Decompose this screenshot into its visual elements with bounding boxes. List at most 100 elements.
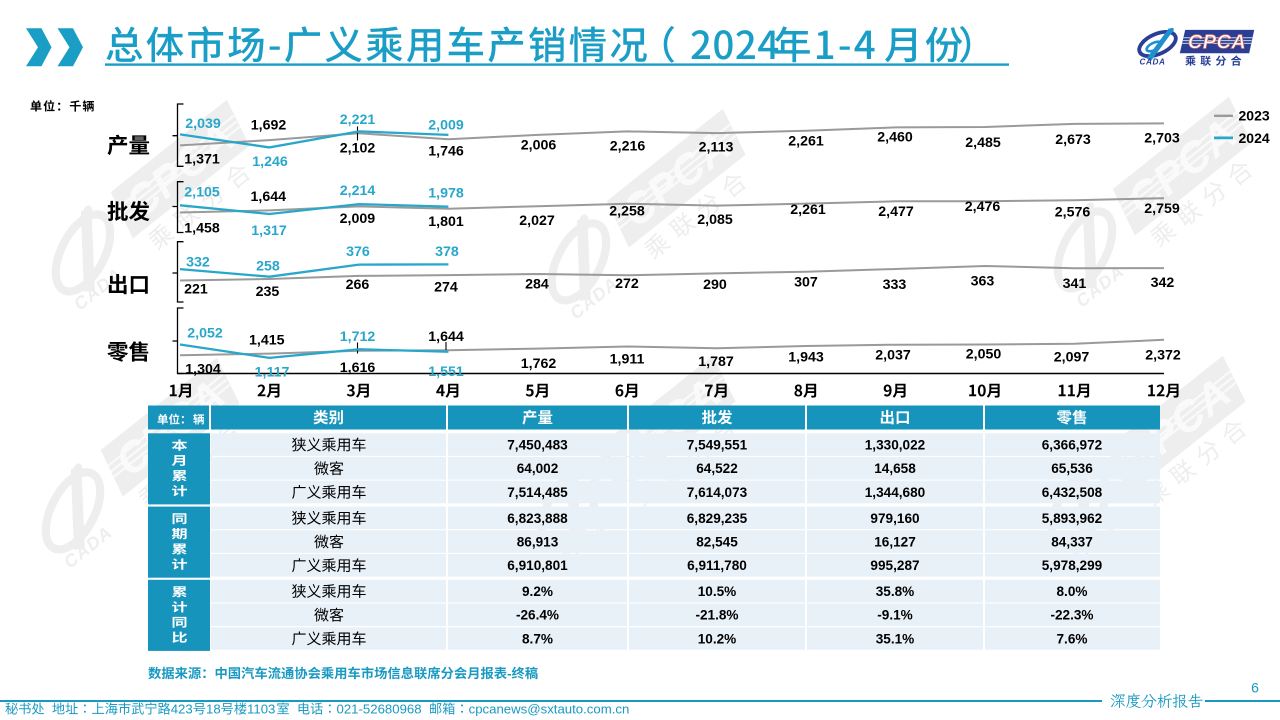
svg-text:378: 378 [435,244,459,260]
svg-text:995,287: 995,287 [870,558,919,573]
svg-text:CADA: CADA [1140,57,1166,66]
svg-text:2,476: 2,476 [965,199,1001,215]
svg-text:266: 266 [346,277,370,293]
svg-text:86,913: 86,913 [517,535,559,550]
svg-text:1,692: 1,692 [251,118,287,134]
svg-text:7,549,551: 7,549,551 [687,438,748,453]
svg-text:2,037: 2,037 [875,348,911,364]
svg-text:1,787: 1,787 [698,354,734,370]
svg-text:-21.8%: -21.8% [695,608,738,623]
svg-text:-: - [507,666,511,681]
svg-text:1,317: 1,317 [251,223,287,239]
svg-text:2,221: 2,221 [340,112,376,128]
svg-text:6: 6 [1251,680,1259,696]
svg-text:1,344,680: 1,344,680 [865,485,925,500]
svg-text:332: 332 [186,255,210,271]
svg-text:1,801: 1,801 [428,214,464,230]
svg-text:16,127: 16,127 [874,535,916,550]
svg-text:7.6%: 7.6% [1057,631,1088,646]
svg-text:2024: 2024 [1239,130,1270,146]
svg-text:363: 363 [971,274,995,290]
svg-text:2,460: 2,460 [877,130,913,146]
svg-text:2,372: 2,372 [1145,348,1181,364]
svg-text:221: 221 [184,282,208,298]
svg-text:307: 307 [794,275,818,291]
svg-text:7,450,483: 7,450,483 [507,438,568,453]
svg-text:2023: 2023 [1239,108,1270,124]
svg-text:64,522: 64,522 [696,461,738,476]
svg-text:cpcanews@sxtauto.com.cn: cpcanews@sxtauto.com.cn [469,702,630,717]
svg-text:1,978: 1,978 [428,186,464,202]
svg-text:65,536: 65,536 [1051,461,1093,476]
svg-text:2,576: 2,576 [1055,205,1091,221]
svg-text:9.2%: 9.2% [522,584,553,599]
svg-text:6,823,888: 6,823,888 [507,511,568,526]
svg-text:-26.4%: -26.4% [516,608,559,623]
svg-text:8.7%: 8.7% [522,631,553,646]
svg-text:1,117: 1,117 [255,365,290,381]
svg-text:18: 18 [206,702,221,717]
svg-text:235: 235 [256,284,280,300]
svg-text:1,330,022: 1,330,022 [865,438,926,453]
svg-text:1,304: 1,304 [185,362,221,378]
svg-text:1,644: 1,644 [428,329,464,345]
svg-text:7,614,073: 7,614,073 [687,485,748,500]
svg-text:2,703: 2,703 [1144,131,1180,147]
svg-text:2,485: 2,485 [965,135,1001,151]
svg-text:1,551: 1,551 [428,364,464,380]
svg-text:1103: 1103 [247,702,275,717]
svg-text:6,911,780: 6,911,780 [687,558,747,573]
svg-text:5,893,962: 5,893,962 [1042,511,1103,526]
svg-text:CPCA: CPCA [1188,32,1246,54]
svg-text:6,910,801: 6,910,801 [507,558,568,573]
svg-text:284: 284 [525,277,549,293]
svg-text:1,644: 1,644 [251,189,287,205]
svg-text:6,829,235: 6,829,235 [687,511,748,526]
svg-text:2,258: 2,258 [609,204,645,220]
svg-text:2,477: 2,477 [878,204,914,220]
svg-text:-22.3%: -22.3% [1050,608,1093,623]
svg-text:2,214: 2,214 [340,183,376,199]
svg-text:1,458: 1,458 [184,221,220,237]
svg-text:2,113: 2,113 [699,140,734,156]
svg-text:2,759: 2,759 [1144,201,1180,217]
svg-text:2,216: 2,216 [610,139,646,155]
svg-text:82,545: 82,545 [696,535,738,550]
svg-text:6,432,508: 6,432,508 [1042,485,1103,500]
svg-text:1,371: 1,371 [184,152,220,168]
svg-text:10.2%: 10.2% [698,631,737,646]
svg-text:64,002: 64,002 [517,461,559,476]
svg-text:1,746: 1,746 [428,144,464,160]
svg-text:-9.1%: -9.1% [877,608,913,623]
svg-text:341: 341 [1063,276,1087,292]
svg-text:376: 376 [346,244,370,260]
svg-text:1,911: 1,911 [610,352,645,368]
svg-text:2,039: 2,039 [185,116,221,132]
svg-text:2,261: 2,261 [790,202,826,218]
svg-text:1,762: 1,762 [521,356,557,372]
svg-text:35.8%: 35.8% [876,584,915,599]
svg-text:7,514,485: 7,514,485 [507,485,568,500]
svg-text:2,052: 2,052 [187,326,223,342]
svg-text:272: 272 [615,276,639,292]
svg-text:2,009: 2,009 [428,118,464,134]
svg-text:021-52680968: 021-52680968 [337,702,429,717]
svg-text:290: 290 [703,277,727,293]
svg-text:2,006: 2,006 [521,138,557,154]
svg-text:1,246: 1,246 [252,154,288,170]
svg-text:1,616: 1,616 [340,360,376,376]
svg-text:1,415: 1,415 [249,333,285,349]
svg-text:1,712: 1,712 [340,329,376,345]
svg-text:1,943: 1,943 [788,350,824,366]
svg-text:2,102: 2,102 [340,141,376,157]
svg-text:423: 423 [171,702,193,717]
svg-text:35.1%: 35.1% [876,631,915,646]
svg-text:10.5%: 10.5% [698,584,737,599]
svg-text:8.0%: 8.0% [1057,584,1088,599]
svg-text:2,673: 2,673 [1055,132,1091,148]
svg-text:84,337: 84,337 [1051,535,1093,550]
svg-text:342: 342 [1151,275,1175,291]
svg-text:979,160: 979,160 [870,511,919,526]
svg-text:2,009: 2,009 [340,211,376,227]
svg-text:2,105: 2,105 [184,185,220,201]
